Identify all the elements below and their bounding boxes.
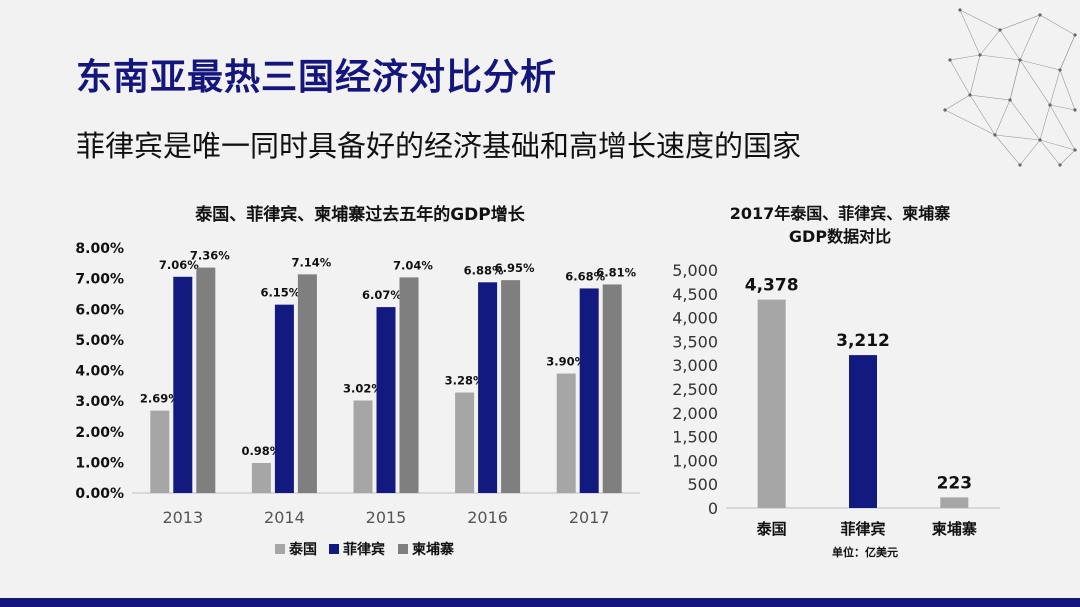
y-tick-label: 6.00% — [75, 302, 124, 318]
bar — [297, 274, 317, 493]
y-tick-label: 5,000 — [672, 261, 718, 280]
bar — [757, 299, 786, 508]
chart-title: 泰国、菲律宾、柬埔寨过去五年的GDP增长 — [195, 204, 526, 225]
x-tick-label: 菲律宾 — [840, 520, 885, 538]
x-tick-label: 柬埔寨 — [932, 520, 977, 538]
y-tick-label: 1,000 — [672, 451, 718, 470]
y-tick-label: 500 — [687, 475, 718, 494]
network-decoration — [943, 8, 1077, 167]
gdp-2017-chart: 2017年泰国、菲律宾、柬埔寨 GDP数据对比 0 500 1,000 1,500 2,… — [672, 204, 1000, 559]
legend-label: 泰国 — [288, 541, 317, 558]
data-label: 3.02% — [343, 382, 383, 396]
data-label: 6.07% — [362, 288, 402, 302]
y-tick-label: 4,500 — [672, 285, 718, 304]
bar — [274, 304, 294, 493]
data-label: 6.88% — [464, 263, 504, 277]
y-tick-label: 3,000 — [672, 356, 718, 375]
y-tick-label: 3,500 — [672, 332, 718, 351]
data-label: 6.81% — [596, 265, 636, 279]
y-tick-label: 5.00% — [75, 333, 124, 349]
y-tick-label: 1,500 — [672, 428, 718, 447]
y-tick-label: 4.00% — [75, 364, 124, 380]
data-label: 4,378 — [745, 276, 799, 296]
slide-subtitle: 菲律宾是唯一同时具备好的经济基础和高增长速度的国家 — [76, 129, 802, 163]
bar — [376, 307, 396, 493]
bar — [399, 277, 419, 493]
bar — [196, 267, 216, 493]
bar — [556, 373, 576, 493]
data-label: 6.15% — [260, 286, 300, 300]
legend-swatch — [398, 544, 408, 554]
data-label: 223 — [937, 473, 973, 493]
x-tick-label: 2015 — [366, 508, 407, 527]
legend-label: 菲律宾 — [343, 541, 385, 558]
chart-title-line1: 2017年泰国、菲律宾、柬埔寨 — [730, 204, 951, 223]
bar — [579, 288, 599, 493]
data-label: 3.90% — [546, 355, 586, 369]
data-label: 7.06% — [159, 258, 199, 272]
bar — [455, 392, 475, 493]
y-tick-label: 2,000 — [672, 404, 718, 423]
unit-note: 单位：亿美元 — [832, 545, 898, 559]
x-tick-label: 2014 — [264, 508, 305, 527]
y-tick-label: 7.00% — [75, 272, 124, 288]
legend-label: 柬埔寨 — [412, 541, 455, 558]
x-tick-label: 2016 — [467, 508, 508, 527]
legend-swatch — [329, 544, 339, 554]
y-tick-label: 1.00% — [75, 455, 124, 471]
chart-title-line2: GDP数据对比 — [789, 227, 891, 246]
x-tick-label: 2017 — [569, 508, 610, 527]
data-label: 2.69% — [140, 392, 180, 406]
y-tick-label: 0 — [708, 499, 718, 518]
data-label: 0.98% — [241, 444, 281, 458]
bottom-band — [0, 598, 1080, 607]
data-label: 7.14% — [291, 255, 331, 269]
slide-title: 东南亚最热三国经济对比分析 — [76, 57, 558, 98]
x-tick-label: 泰国 — [756, 520, 787, 538]
data-label: 6.68% — [565, 269, 605, 283]
y-tick-label: 0.00% — [75, 486, 124, 502]
y-tick-label: 8.00% — [75, 241, 124, 257]
data-label: 3,212 — [836, 331, 890, 351]
bar — [173, 276, 193, 493]
legend-swatch — [275, 544, 285, 554]
data-label: 7.04% — [393, 258, 433, 272]
bar — [478, 282, 498, 493]
bar — [602, 284, 622, 493]
data-label: 3.28% — [445, 374, 485, 388]
bar — [353, 400, 373, 493]
y-tick-label: 2,500 — [672, 380, 718, 399]
y-tick-label: 4,000 — [672, 309, 718, 328]
bar — [251, 462, 271, 493]
bar — [849, 355, 877, 508]
y-tick-label: 3.00% — [75, 394, 124, 410]
gdp-growth-chart: 泰国、菲律宾、柬埔寨过去五年的GDP增长 0.00% 1.00% 2.00% 3.00… — [75, 204, 640, 558]
x-tick-label: 2013 — [162, 508, 203, 527]
bar — [940, 497, 969, 508]
bar — [501, 280, 521, 493]
data-label: 7.36% — [190, 249, 230, 263]
data-label: 6.95% — [495, 261, 535, 275]
y-tick-label: 2.00% — [75, 425, 124, 441]
bar — [150, 410, 170, 493]
